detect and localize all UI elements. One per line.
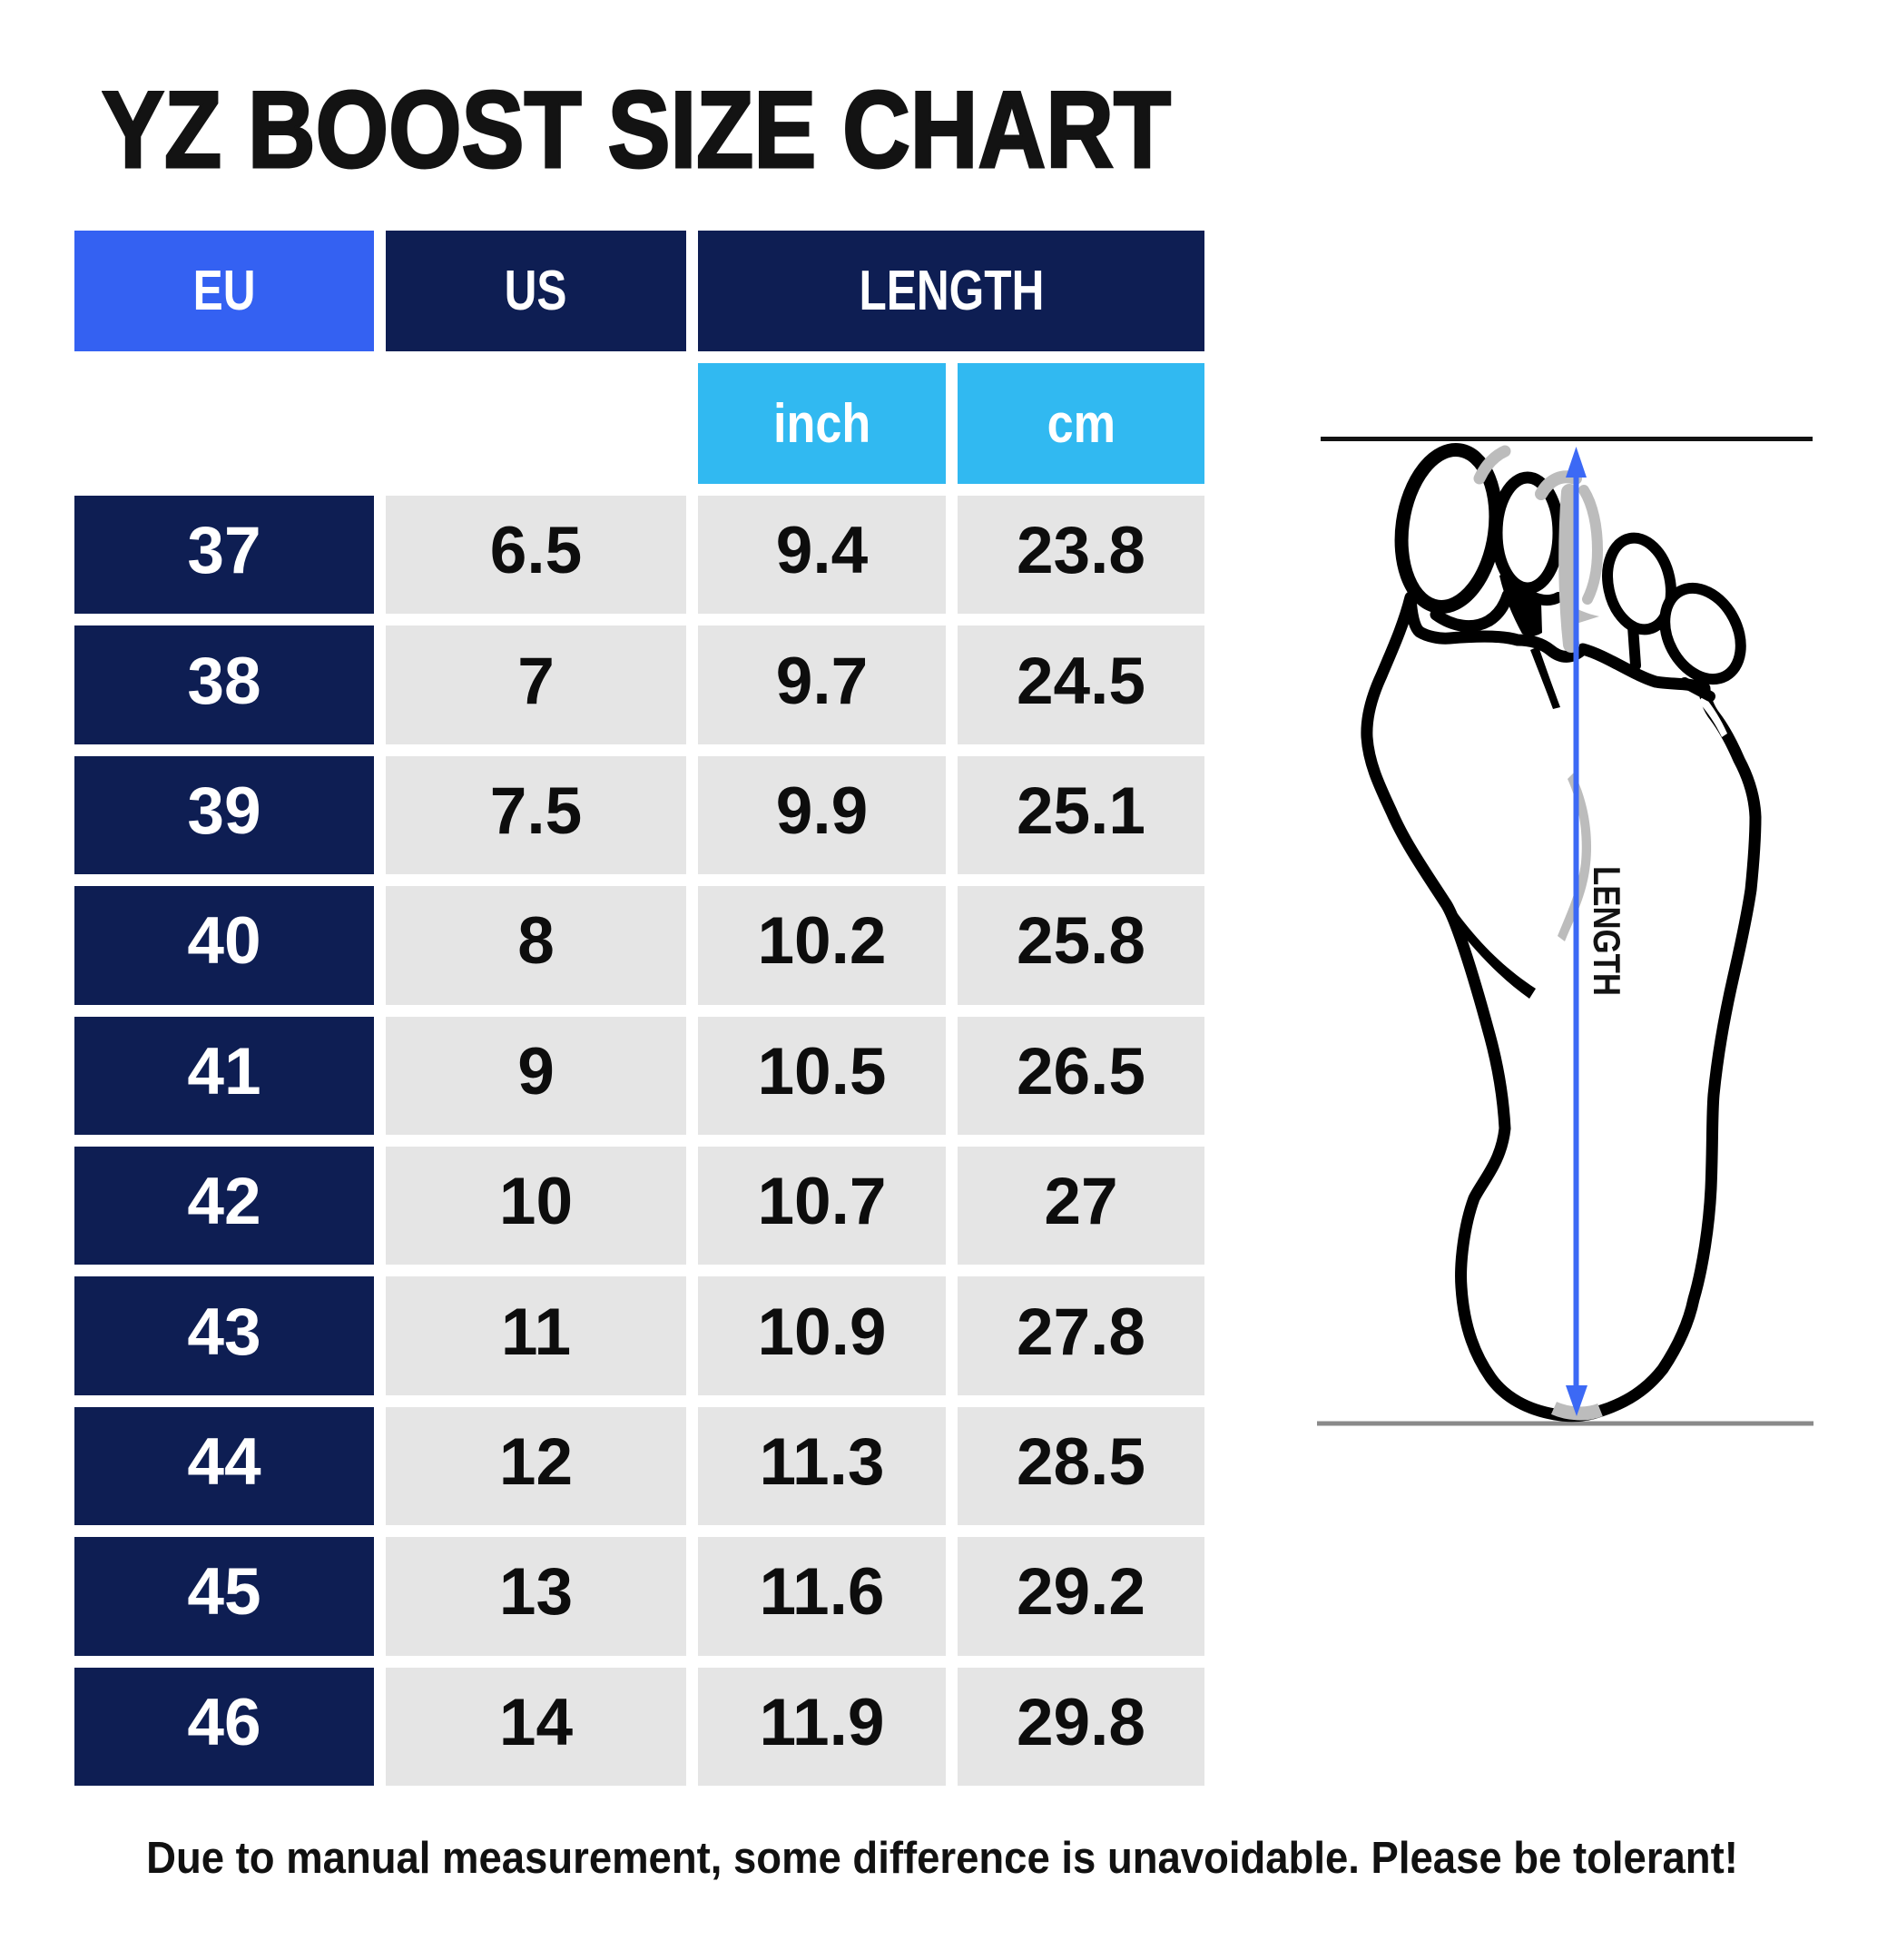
- svg-text:LENGTH: LENGTH: [1586, 866, 1628, 996]
